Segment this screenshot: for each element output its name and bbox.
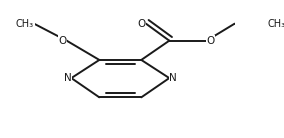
Text: N: N	[169, 73, 177, 83]
Text: O: O	[206, 36, 215, 46]
Text: O: O	[59, 36, 67, 46]
Text: O: O	[138, 19, 146, 29]
Text: N: N	[64, 73, 71, 83]
Text: CH₃: CH₃	[267, 19, 284, 29]
Text: CH₃: CH₃	[16, 19, 34, 29]
